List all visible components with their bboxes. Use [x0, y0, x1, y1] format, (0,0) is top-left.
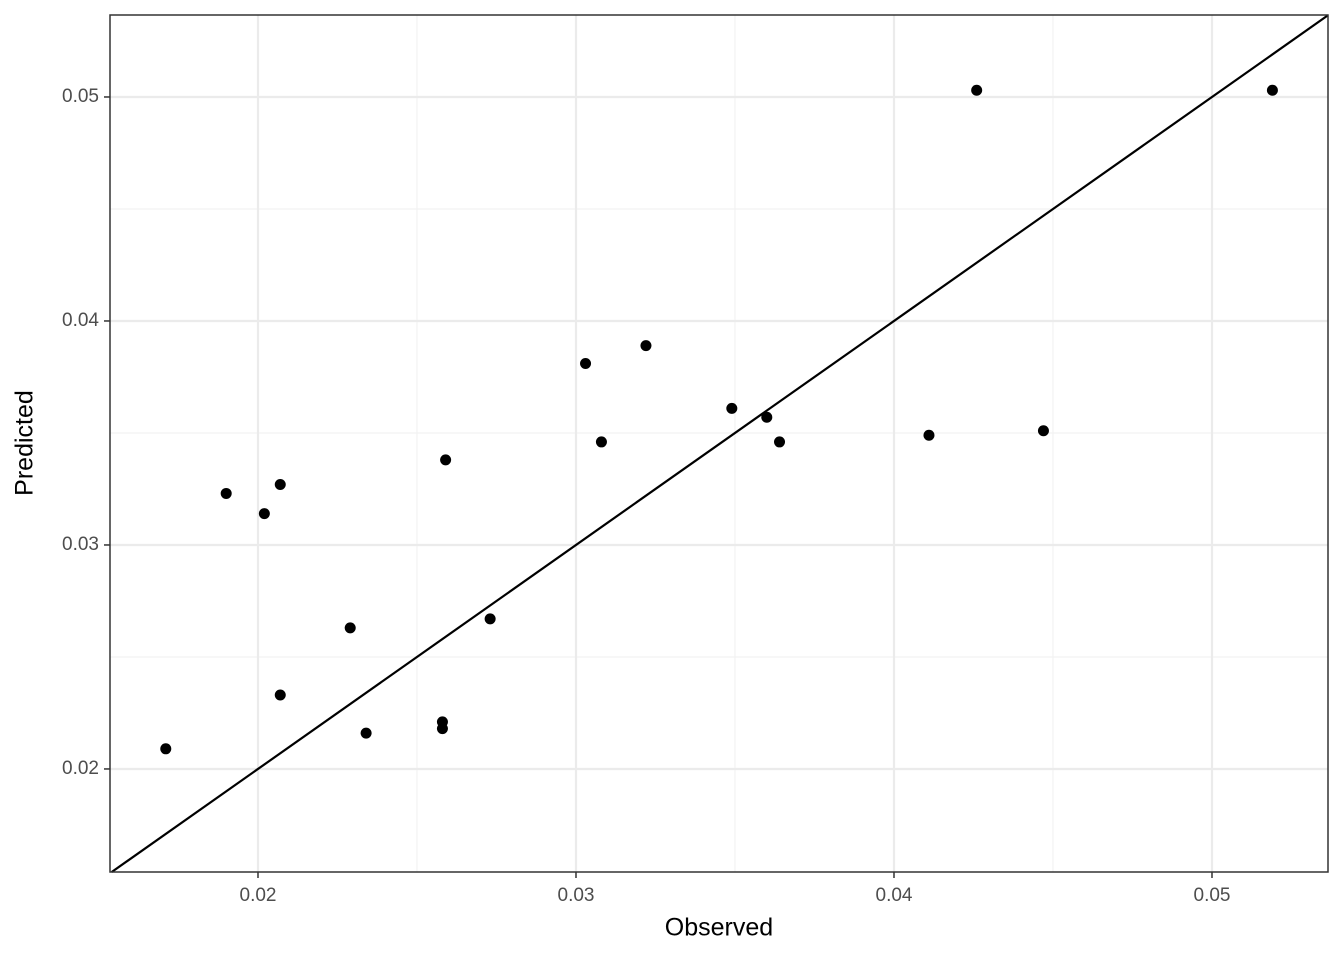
point: [274, 478, 286, 490]
x-tick-label: 0.03: [558, 885, 595, 906]
identity-line: [111, 14, 1329, 873]
point: [160, 743, 172, 755]
point: [344, 622, 356, 634]
point: [484, 613, 496, 625]
point: [595, 436, 607, 448]
point: [274, 689, 286, 701]
point: [580, 358, 592, 370]
x-tick-label: 0.05: [1194, 885, 1231, 906]
y-tick-label: 0.02: [62, 758, 99, 779]
y-tick-label: 0.05: [62, 86, 99, 107]
x-tick-label: 0.02: [240, 885, 277, 906]
point: [360, 727, 372, 739]
x-axis-title: Observed: [665, 914, 773, 942]
panel-border: [109, 14, 1329, 873]
y-axis-title: Predicted: [11, 390, 39, 496]
point: [774, 436, 786, 448]
point: [220, 487, 232, 499]
y-tick-label: 0.03: [62, 534, 99, 555]
point: [1037, 425, 1049, 437]
point: [761, 411, 773, 423]
point: [923, 429, 935, 441]
point: [440, 454, 452, 466]
point: [436, 723, 448, 735]
point: [640, 340, 652, 352]
point: [1266, 84, 1278, 96]
point: [726, 402, 738, 414]
x-tick-label: 0.04: [876, 885, 913, 906]
y-tick-label: 0.04: [62, 310, 99, 331]
point: [971, 84, 983, 96]
point: [258, 508, 270, 520]
